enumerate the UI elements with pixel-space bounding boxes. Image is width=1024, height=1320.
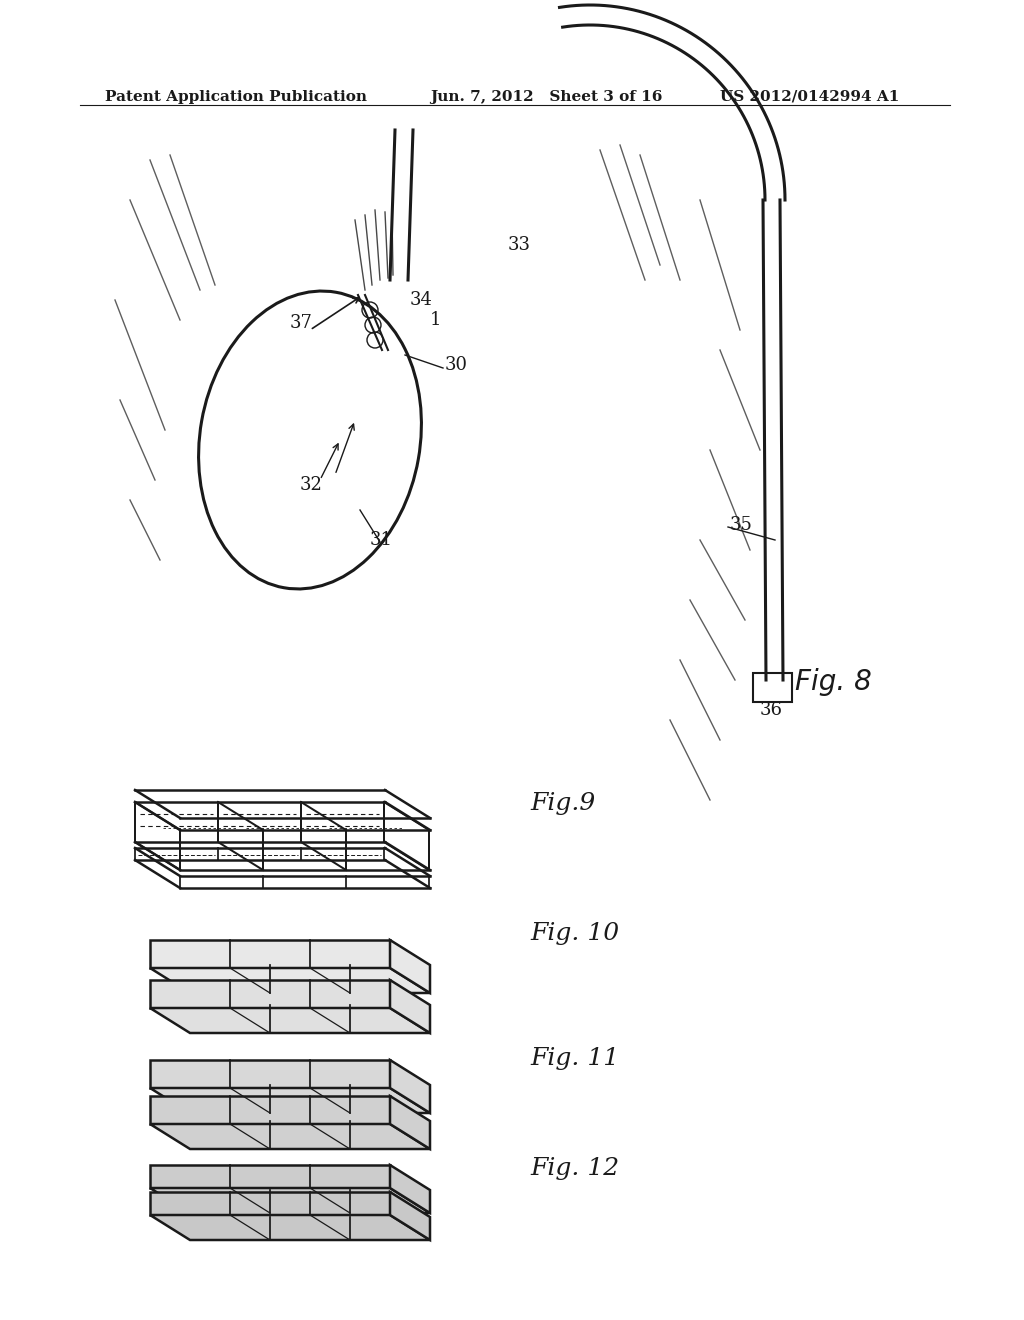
Polygon shape: [150, 1214, 430, 1239]
Polygon shape: [390, 1192, 430, 1239]
Polygon shape: [390, 1096, 430, 1148]
Text: 1: 1: [430, 312, 441, 329]
Text: 33: 33: [508, 236, 531, 253]
Text: Fig.9: Fig.9: [530, 792, 595, 814]
Polygon shape: [150, 1125, 430, 1148]
Text: Fig. 12: Fig. 12: [530, 1158, 620, 1180]
Text: Fig. 11: Fig. 11: [530, 1047, 620, 1071]
Text: US 2012/0142994 A1: US 2012/0142994 A1: [720, 90, 899, 104]
Polygon shape: [390, 1166, 430, 1213]
Text: Fig. 10: Fig. 10: [530, 921, 620, 945]
Text: Jun. 7, 2012   Sheet 3 of 16: Jun. 7, 2012 Sheet 3 of 16: [430, 90, 663, 104]
Text: 32: 32: [300, 477, 323, 494]
Polygon shape: [150, 1008, 430, 1034]
Text: 34: 34: [410, 290, 433, 309]
Polygon shape: [390, 1060, 430, 1113]
Text: 30: 30: [445, 356, 468, 374]
Polygon shape: [150, 1166, 390, 1188]
Polygon shape: [150, 1192, 390, 1214]
Text: 31: 31: [370, 531, 393, 549]
Polygon shape: [390, 940, 430, 993]
Polygon shape: [150, 979, 390, 1008]
Polygon shape: [150, 1096, 390, 1125]
Polygon shape: [150, 1060, 390, 1088]
Text: 37: 37: [290, 314, 313, 333]
Text: 36: 36: [760, 701, 783, 719]
Polygon shape: [150, 940, 390, 968]
Polygon shape: [150, 968, 430, 993]
Polygon shape: [150, 1088, 430, 1113]
Polygon shape: [390, 979, 430, 1034]
Polygon shape: [150, 1188, 430, 1213]
Text: Fig. 8: Fig. 8: [795, 668, 871, 696]
Text: Patent Application Publication: Patent Application Publication: [105, 90, 367, 104]
Text: 35: 35: [730, 516, 753, 535]
